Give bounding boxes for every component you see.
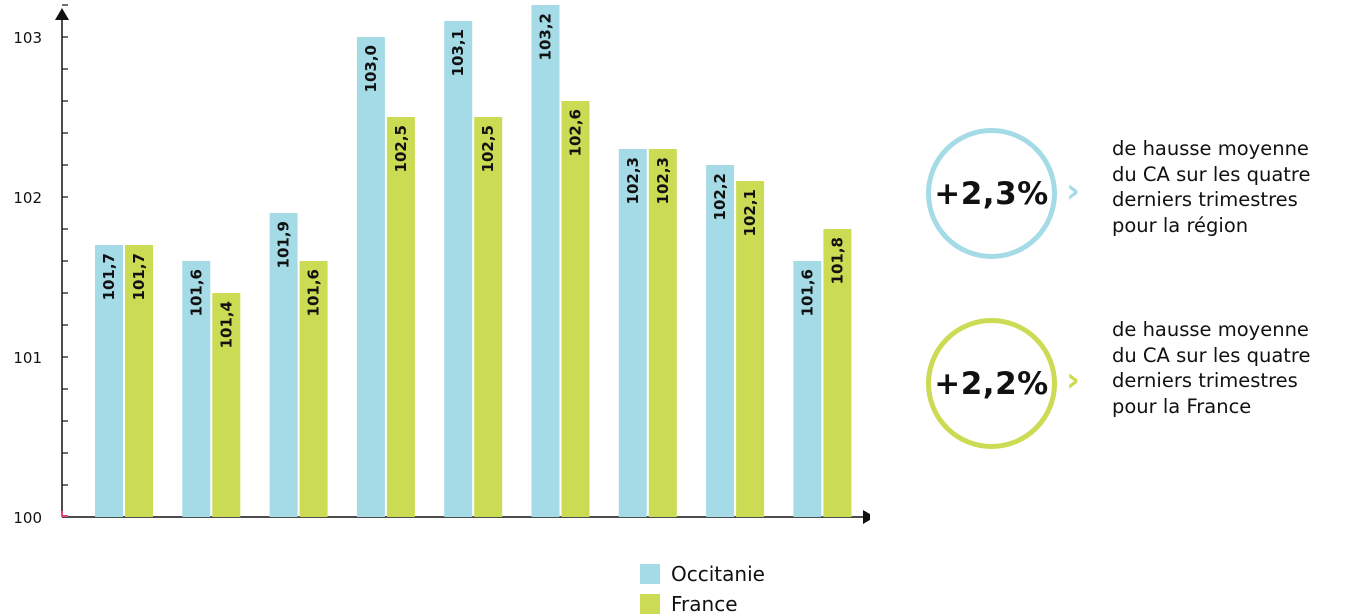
bar-value-label: 102,5 xyxy=(392,125,410,172)
bar-value-label: 101,6 xyxy=(187,269,205,316)
bar-occitanie-6 xyxy=(531,5,560,517)
stat-value-region: +2,3% xyxy=(934,175,1049,212)
legend-swatch-france xyxy=(640,594,660,614)
bar-value-label: 101,6 xyxy=(305,269,323,316)
legend-label-france: France xyxy=(671,592,738,616)
bar-france-1 xyxy=(125,245,153,517)
bar-value-label: 101,7 xyxy=(130,253,148,300)
y-axis-arrow xyxy=(55,8,69,20)
bar-value-label: 103,2 xyxy=(537,13,555,60)
bar-france-3 xyxy=(299,261,328,517)
bar-france-7 xyxy=(648,149,677,517)
bar-france-5 xyxy=(474,117,503,517)
bar-value-label: 102,3 xyxy=(624,157,642,204)
bar-france-9 xyxy=(823,229,852,517)
y-tick-label: 102 xyxy=(13,189,42,207)
bar-value-label: 102,2 xyxy=(711,173,729,220)
bar-value-label: 101,8 xyxy=(828,237,846,284)
chevron-right-icon: › xyxy=(1066,171,1081,211)
bar-france-8 xyxy=(736,181,765,517)
bar-occitanie-1 xyxy=(95,245,123,517)
bar-value-label: 102,1 xyxy=(741,189,759,236)
chevron-right-icon: › xyxy=(1066,360,1081,400)
legend-item-occitanie: Occitanie xyxy=(640,562,765,586)
origin-mark xyxy=(61,511,68,517)
bar-occitanie-8 xyxy=(706,165,735,517)
bar-value-label: 103,1 xyxy=(449,29,467,76)
stat-description-france: de hausse moyenne du CA sur les quatre d… xyxy=(1112,318,1311,418)
bar-france-2 xyxy=(212,293,241,517)
bar-value-label: 102,5 xyxy=(479,125,497,172)
bar-occitanie-9 xyxy=(793,261,822,517)
y-tick-label: 101 xyxy=(13,349,42,367)
bar-value-label: 102,3 xyxy=(654,157,672,204)
legend-item-france: France xyxy=(640,592,738,616)
bar-value-label: 103,0 xyxy=(362,45,380,92)
bar-france-6 xyxy=(561,101,590,517)
bar-chart: 100 101 102 103 101,7 101,7 101,6 101,4 101,9 101… xyxy=(13,4,870,527)
bar-value-label: 101,6 xyxy=(798,269,816,316)
x-axis-arrow xyxy=(863,510,870,524)
bar-france-4 xyxy=(386,117,415,517)
bar-value-label: 102,6 xyxy=(567,109,585,156)
legend-swatch-occitanie xyxy=(640,564,660,584)
stat-circle-france: +2,2% xyxy=(926,318,1057,449)
bar-value-label: 101,7 xyxy=(100,253,118,300)
stat-value-france: +2,2% xyxy=(934,365,1049,402)
bar-occitanie-2 xyxy=(182,261,211,517)
bar-occitanie-3 xyxy=(269,213,298,517)
legend-label-occitanie: Occitanie xyxy=(671,562,765,586)
stat-description-region: de hausse moyenne du CA sur les quatre d… xyxy=(1112,137,1311,237)
y-tick-label: 100 xyxy=(13,509,42,527)
bar-occitanie-4 xyxy=(356,37,385,517)
bar-occitanie-5 xyxy=(444,21,473,517)
bar-occitanie-7 xyxy=(618,149,647,517)
bar-value-label: 101,4 xyxy=(217,301,235,348)
stat-circle-region: +2,3% xyxy=(926,128,1057,259)
bar-value-label: 101,9 xyxy=(275,221,293,268)
y-tick-label: 103 xyxy=(13,29,42,47)
